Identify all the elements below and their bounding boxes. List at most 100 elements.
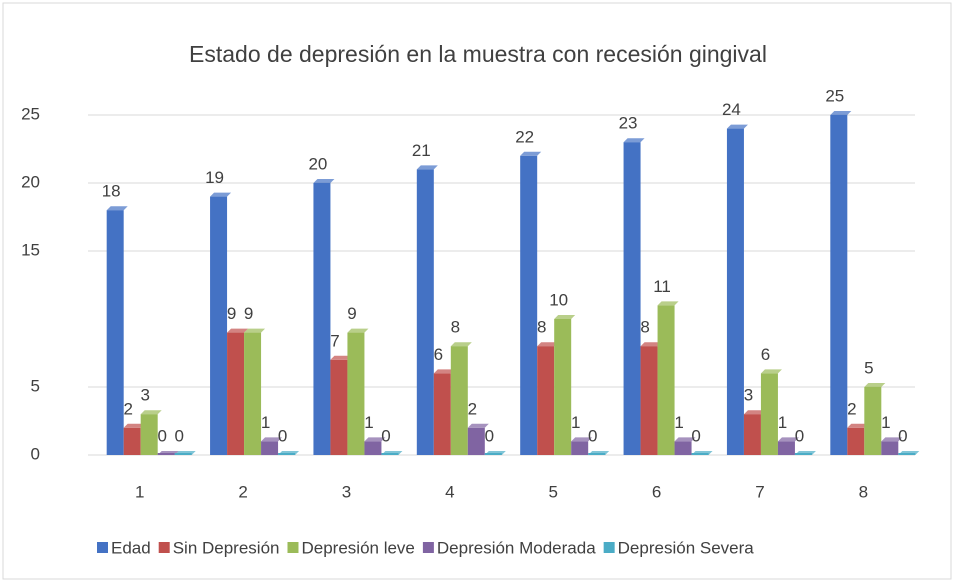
data-label: 1 bbox=[571, 413, 580, 432]
bar bbox=[554, 319, 572, 455]
legend-swatch bbox=[287, 542, 299, 553]
bar-side bbox=[554, 315, 576, 319]
bar-side bbox=[794, 451, 816, 455]
legend-swatch bbox=[422, 542, 434, 553]
x-tick-label: 8 bbox=[859, 482, 868, 501]
bar bbox=[864, 387, 882, 455]
bar-side bbox=[657, 301, 679, 306]
data-label: 9 bbox=[244, 304, 253, 323]
bar-side bbox=[227, 328, 249, 333]
bar-side bbox=[106, 206, 128, 211]
data-label: 23 bbox=[619, 114, 638, 133]
bar-side bbox=[433, 369, 455, 374]
data-label: 9 bbox=[347, 304, 356, 323]
bar bbox=[571, 441, 589, 455]
bar bbox=[140, 414, 158, 455]
x-tick-label: 7 bbox=[755, 482, 764, 501]
data-label: 0 bbox=[485, 426, 494, 445]
bar-side bbox=[450, 342, 472, 347]
bar bbox=[450, 346, 468, 455]
bar bbox=[640, 346, 658, 455]
legend-swatch bbox=[97, 542, 108, 553]
bar-side bbox=[520, 151, 542, 156]
data-label: 2 bbox=[847, 399, 856, 418]
y-tick-label: 20 bbox=[21, 172, 40, 191]
data-label: 0 bbox=[795, 426, 804, 445]
bar-side bbox=[830, 111, 852, 115]
bar-side bbox=[847, 423, 869, 428]
bar-side bbox=[484, 451, 506, 455]
x-tick-label: 4 bbox=[445, 482, 454, 501]
bar-side bbox=[174, 451, 196, 455]
bar-side bbox=[726, 124, 748, 129]
bar-side bbox=[674, 437, 696, 442]
y-tick-label: 5 bbox=[31, 376, 40, 395]
x-tick-label: 3 bbox=[342, 482, 351, 501]
bar bbox=[210, 196, 228, 455]
bar bbox=[623, 142, 641, 455]
bar bbox=[433, 373, 451, 455]
bar-side bbox=[864, 383, 886, 387]
data-label: 3 bbox=[744, 386, 753, 405]
bar bbox=[537, 346, 555, 455]
data-label: 22 bbox=[515, 127, 534, 146]
bar-side bbox=[364, 437, 386, 442]
data-label: 20 bbox=[308, 154, 327, 173]
bar-side bbox=[743, 410, 765, 415]
data-label: 0 bbox=[898, 426, 907, 445]
data-label: 5 bbox=[864, 358, 873, 377]
bar-side bbox=[691, 451, 713, 455]
bar-side bbox=[278, 451, 300, 455]
data-label: 18 bbox=[102, 182, 121, 201]
bar-side bbox=[381, 451, 403, 455]
bar-side bbox=[244, 328, 266, 333]
bar bbox=[743, 414, 761, 455]
data-label: 21 bbox=[412, 141, 431, 160]
bar-side bbox=[157, 451, 179, 455]
data-label: 2 bbox=[123, 399, 132, 418]
bar-side bbox=[416, 165, 438, 170]
data-label: 8 bbox=[640, 318, 649, 337]
data-label: 8 bbox=[451, 318, 460, 337]
data-label: 0 bbox=[157, 426, 166, 445]
bar-side bbox=[140, 410, 162, 415]
bar bbox=[313, 183, 331, 455]
x-tick-label: 5 bbox=[548, 482, 557, 501]
legend-label: Depresión Severa bbox=[618, 538, 755, 557]
bar-side bbox=[623, 138, 645, 143]
data-label: 0 bbox=[174, 426, 183, 445]
bar-side bbox=[537, 342, 559, 347]
data-label: 0 bbox=[588, 426, 597, 445]
data-label: 0 bbox=[691, 426, 700, 445]
bar-side bbox=[898, 451, 920, 455]
bar bbox=[674, 441, 692, 455]
data-label: 1 bbox=[261, 413, 270, 432]
data-label: 1 bbox=[364, 413, 373, 432]
data-label: 0 bbox=[278, 426, 287, 445]
bar-side bbox=[571, 437, 593, 442]
data-label: 1 bbox=[674, 413, 683, 432]
bar-side bbox=[347, 328, 369, 333]
bar bbox=[364, 441, 382, 455]
bar bbox=[106, 210, 124, 455]
data-label: 8 bbox=[537, 318, 546, 337]
bar bbox=[777, 441, 795, 455]
y-tick-label: 25 bbox=[21, 104, 40, 123]
bar-side bbox=[123, 423, 145, 428]
bar bbox=[467, 427, 485, 455]
bar bbox=[244, 332, 262, 455]
data-label: 25 bbox=[825, 86, 844, 105]
bar bbox=[227, 332, 245, 455]
data-label: 2 bbox=[468, 399, 477, 418]
bar-side bbox=[330, 355, 352, 360]
bar-side bbox=[467, 423, 489, 428]
data-label: 1 bbox=[778, 413, 787, 432]
bar-side bbox=[210, 192, 232, 197]
bar bbox=[330, 359, 348, 455]
y-tick-label: 0 bbox=[31, 444, 40, 463]
data-label: 3 bbox=[140, 386, 149, 405]
x-tick-label: 6 bbox=[652, 482, 661, 501]
bar bbox=[416, 169, 434, 455]
